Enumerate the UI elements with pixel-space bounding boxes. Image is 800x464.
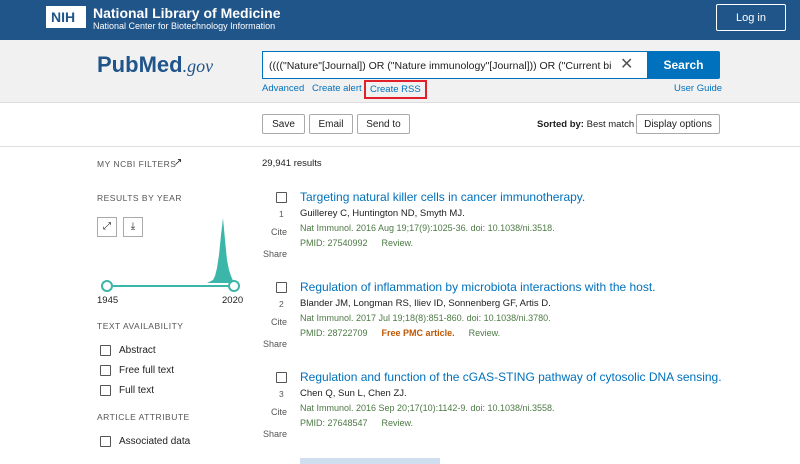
result-title[interactable]: Regulation and function of the cGAS-STIN… [300, 370, 722, 384]
pmid: PMID: 27648547 [300, 418, 368, 428]
tag: Review. [468, 328, 501, 338]
my-filters-heading: MY NCBI FILTERS [97, 159, 177, 169]
meta: PMID: 27648547 Review. [300, 418, 413, 428]
checkbox[interactable] [100, 345, 111, 356]
divider [0, 146, 800, 147]
expand-button[interactable]: ⤢ [97, 217, 117, 237]
login-button[interactable]: Log in [716, 4, 786, 31]
filter-label[interactable]: Abstract [119, 345, 156, 356]
logo-pub: Pub [97, 52, 139, 77]
pubmed-logo[interactable]: PubMed.gov [97, 52, 213, 78]
article-attribute-heading: ARTICLE ATTRIBUTE [97, 412, 190, 422]
share-button[interactable]: Share [263, 249, 288, 259]
save-button[interactable]: Save [262, 114, 305, 134]
sort[interactable]: Sorted by: Best match [537, 119, 634, 130]
citation: Nat Immunol. 2016 Aug 19;17(9):1025-36. … [300, 223, 555, 233]
share-button[interactable]: Share [263, 339, 288, 349]
share-button[interactable]: Share [263, 429, 288, 439]
cite-button[interactable]: Cite [271, 317, 288, 327]
sort-value: Best match [586, 119, 635, 130]
authors: Blander JM, Longman RS, Iliev ID, Sonnen… [300, 298, 551, 309]
result-number: 2 [279, 299, 284, 309]
display-options-button[interactable]: Display options [636, 114, 720, 134]
citation: Nat Immunol. 2016 Sep 20;17(10):1142-9. … [300, 403, 555, 413]
search-button[interactable]: Search [647, 51, 720, 79]
slider-handle[interactable] [228, 280, 240, 292]
clear-icon[interactable]: ✕ [620, 56, 634, 73]
download-button[interactable]: ⤓ [123, 217, 143, 237]
authors: Guillerey C, Huntington ND, Smyth MJ. [300, 208, 465, 219]
user-guide-link[interactable]: User Guide [674, 83, 723, 94]
external-icon[interactable]: ↗ [174, 157, 183, 168]
cite-button[interactable]: Cite [271, 407, 288, 417]
pmid: PMID: 28722709 [300, 328, 368, 338]
checkbox[interactable] [100, 365, 111, 376]
free-pmc: Free PMC article. [381, 328, 455, 338]
result-number: 3 [279, 389, 284, 399]
result-title[interactable]: Regulation of inflammation by microbiota… [300, 280, 656, 294]
meta: PMID: 28722709 Free PMC article. Review. [300, 328, 500, 338]
tag: Review. [381, 238, 414, 248]
org-name: National Library of Medicine [93, 5, 281, 21]
filter-label[interactable]: Free full text [119, 365, 175, 376]
create-alert-link[interactable]: Create alert [312, 83, 362, 94]
filter-label[interactable]: Full text [119, 385, 155, 396]
year-histogram [101, 218, 240, 292]
authors: Chen Q, Sun L, Chen ZJ. [300, 388, 407, 399]
year-start: 1945 [97, 295, 119, 306]
result-count: 29,941 results [262, 158, 322, 169]
advanced-link[interactable]: Advanced [262, 83, 305, 94]
checkbox[interactable] [276, 282, 287, 293]
slider-handle[interactable] [101, 280, 113, 292]
citation: Nat Immunol. 2017 Jul 19;18(8):851-860. … [300, 313, 551, 323]
meta: PMID: 27540992 Review. [300, 238, 413, 248]
text-availability-heading: TEXT AVAILABILITY [97, 321, 184, 331]
logo-med: Med [138, 52, 183, 77]
nih-logo[interactable]: NIH [46, 6, 86, 28]
tag: Review. [381, 418, 414, 428]
year-end: 2020 [222, 295, 244, 306]
histogram-bars [107, 218, 234, 283]
sort-label: Sorted by: [537, 119, 584, 130]
logo-gov: .gov [182, 56, 214, 76]
result-title[interactable]: Targeting natural killer cells in cancer… [300, 190, 586, 204]
filter-label[interactable]: Associated data [119, 436, 191, 447]
cite-button[interactable]: Cite [271, 227, 288, 237]
checkbox[interactable] [276, 192, 287, 203]
send-to-button[interactable]: Send to [357, 114, 410, 134]
results-by-year-heading: RESULTS BY YEAR [97, 193, 182, 203]
result-number: 1 [279, 209, 284, 219]
next-result [300, 458, 440, 464]
checkbox[interactable] [276, 372, 287, 383]
org-sub: National Center for Biotechnology Inform… [93, 21, 276, 31]
create-rss-link[interactable]: Create RSS [364, 80, 427, 99]
header [0, 0, 800, 40]
checkbox[interactable] [100, 436, 111, 447]
search-input[interactable]: (((("Nature"[Journal]) OR ("Nature immun… [262, 51, 648, 79]
query: (((("Nature"[Journal]) OR ("Nature immun… [269, 60, 612, 72]
pmid: PMID: 27540992 [300, 238, 368, 248]
checkbox[interactable] [100, 385, 111, 396]
email-button[interactable]: Email [309, 114, 353, 134]
